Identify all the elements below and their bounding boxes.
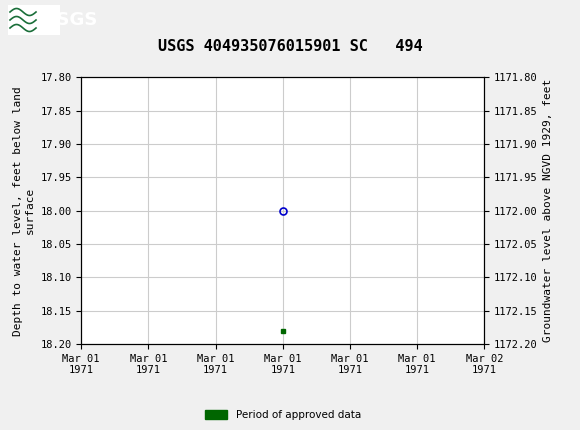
Legend: Period of approved data: Period of approved data — [200, 406, 365, 424]
Text: USGS 404935076015901 SC   494: USGS 404935076015901 SC 494 — [158, 39, 422, 54]
Y-axis label: Depth to water level, feet below land
surface: Depth to water level, feet below land su… — [13, 86, 35, 335]
Y-axis label: Groundwater level above NGVD 1929, feet: Groundwater level above NGVD 1929, feet — [543, 79, 553, 342]
Text: USGS: USGS — [42, 11, 97, 29]
Bar — [8, 5, 60, 35]
